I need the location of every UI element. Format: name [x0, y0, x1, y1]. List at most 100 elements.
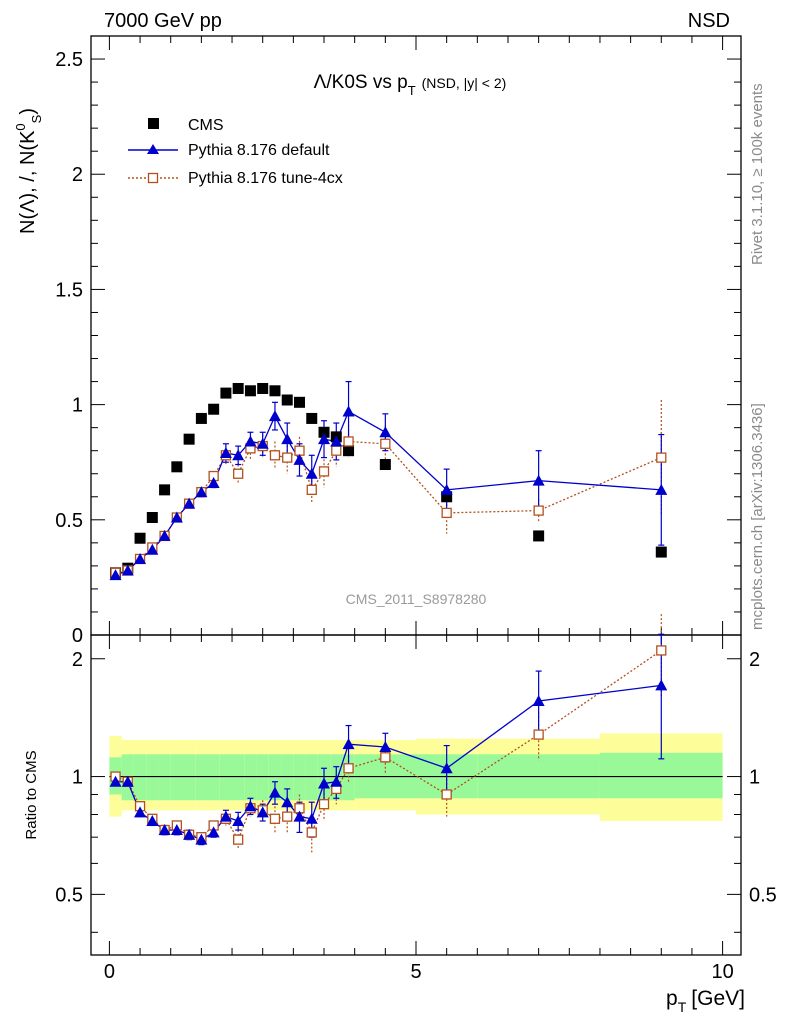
ratio-default-point: [158, 824, 171, 836]
main-cms-point: [533, 530, 545, 542]
main-cms-point: [159, 484, 171, 496]
main-cms-point: [441, 491, 453, 503]
ratio-y-tick-label-right: 2: [749, 649, 760, 671]
main-y-tick-label: 1: [72, 395, 83, 417]
xlabel-unit: [GeV]: [691, 987, 745, 1010]
ratio-default-point: [330, 775, 343, 787]
ratio-default-point: [379, 741, 392, 752]
ratio-y-tick-label: 1: [72, 767, 83, 789]
band-inner-bin: [256, 754, 269, 801]
ratio-default-point: [293, 810, 306, 822]
ratio-tune-point: [533, 729, 544, 740]
main-cms-point: [146, 512, 158, 524]
ylabel-text: N(Λ), /, N(K: [17, 130, 39, 234]
main-default-point: [109, 569, 122, 581]
main-default-point: [232, 449, 245, 461]
band-inner-bin: [146, 754, 159, 801]
watermark: CMS_2011_S8978280: [346, 591, 487, 607]
main-cms-point: [269, 385, 281, 397]
x-axis-label: pT [GeV]: [666, 987, 745, 1015]
main-tune-point: [233, 468, 244, 479]
ratio-default-point: [655, 679, 668, 691]
ratio-default-point: [207, 826, 220, 838]
main-default-point: [281, 433, 294, 445]
main-default-point: [158, 529, 171, 541]
legend-default-label: Pythia 8.176 default: [188, 142, 330, 159]
legend-cms-marker: [148, 118, 159, 129]
main-default-point: [532, 474, 545, 486]
main-cms-point: [183, 433, 195, 445]
ratio-default-point: [268, 786, 281, 798]
title-main: Λ/K0S vs p: [314, 72, 408, 93]
ratio-tune-point: [656, 645, 667, 656]
main-cms-point: [655, 546, 667, 558]
main-default-point: [219, 446, 232, 458]
ratio-default-point: [244, 800, 257, 812]
ratio-y-tick-label: 0.5: [55, 884, 83, 906]
main-tune-point: [343, 436, 354, 447]
xlabel-sub: T: [678, 999, 687, 1015]
band-inner-bin: [219, 754, 233, 801]
header-right: NSD: [688, 10, 730, 32]
ratio-default-point: [318, 777, 331, 789]
ylabel-close: ): [17, 108, 39, 115]
mcplots-label: mcplots.cern.ch [arXiv:1306.3436]: [749, 403, 766, 630]
main-cms-point: [318, 426, 330, 438]
ratio-tune-point: [233, 834, 244, 845]
ratio-tune-point: [343, 763, 354, 774]
band-inner-bin: [158, 754, 171, 801]
main-default-point: [440, 483, 453, 495]
main-tune-point: [318, 466, 330, 477]
main-default-point: [342, 405, 355, 417]
x-tick-label: 5: [410, 961, 421, 983]
main-default-point: [256, 437, 269, 449]
main-tune-point: [331, 445, 342, 456]
main-cms-point: [257, 382, 269, 394]
band-inner-bin: [182, 754, 196, 801]
main-default-point: [183, 497, 196, 509]
ratio-y-tick-label-right: 0.5: [749, 884, 777, 906]
main-cms-point: [171, 461, 183, 473]
legend-tune-label: Pythia 8.176 tune-4cx: [188, 170, 343, 187]
main-y-axis-label: N(Λ), /, N(K0S): [13, 108, 44, 234]
main-tune-point: [306, 484, 317, 496]
axes-frames: 0 5 10 0 0.5 1 1.5 2 2.5 0.5 0.5 1 1 2 2: [55, 35, 777, 983]
ratio-default-point: [256, 806, 269, 818]
ratio-y-tick-label: 2: [72, 649, 83, 671]
ratio-y-axis-label: Ratio to CMS: [23, 750, 40, 839]
main-cms-point: [134, 532, 146, 544]
x-tick-label: 0: [104, 961, 115, 983]
main-cms-point: [281, 394, 293, 406]
ylabel-sup: 0: [13, 123, 28, 130]
band-inner-bin: [305, 754, 318, 801]
main-cms-point: [208, 403, 220, 415]
band-inner-bin: [232, 754, 245, 801]
main-default-point: [170, 511, 183, 523]
ratio-default-point: [183, 828, 196, 840]
legend-tune-marker: [147, 172, 159, 184]
ratio-tune-point: [380, 752, 391, 763]
band-inner-bin: [268, 754, 282, 801]
xlabel-p: p: [666, 987, 678, 1010]
main-tune-point: [380, 438, 391, 449]
header-left: 7000 GeV pp: [104, 10, 222, 32]
ratio-tune-point: [269, 813, 281, 824]
ratio-default-point: [440, 762, 453, 774]
ratio-default-point: [281, 796, 294, 808]
main-default-point: [244, 435, 257, 447]
main-default-point: [318, 433, 331, 445]
plot-title: Λ/K0S vs pT (NSD, |y| < 2): [314, 72, 507, 98]
band-inner-bin: [244, 754, 257, 801]
legend-cms-label: CMS: [188, 117, 224, 134]
legend: CMS Pythia 8.176 default Pythia 8.176 tu…: [128, 117, 343, 187]
x-tick-label: 10: [711, 961, 733, 983]
ratio-y-tick-label-right: 1: [749, 767, 760, 789]
main-tune-point: [656, 452, 667, 463]
ratio-default-point: [121, 775, 134, 787]
main-y-tick-label: 1.5: [55, 279, 83, 301]
main-default-point: [305, 467, 318, 479]
legend-default-marker: [147, 144, 159, 154]
ratio-tune-point: [441, 789, 452, 800]
ratio-default-point: [146, 814, 159, 826]
main-tune-point: [294, 445, 305, 456]
